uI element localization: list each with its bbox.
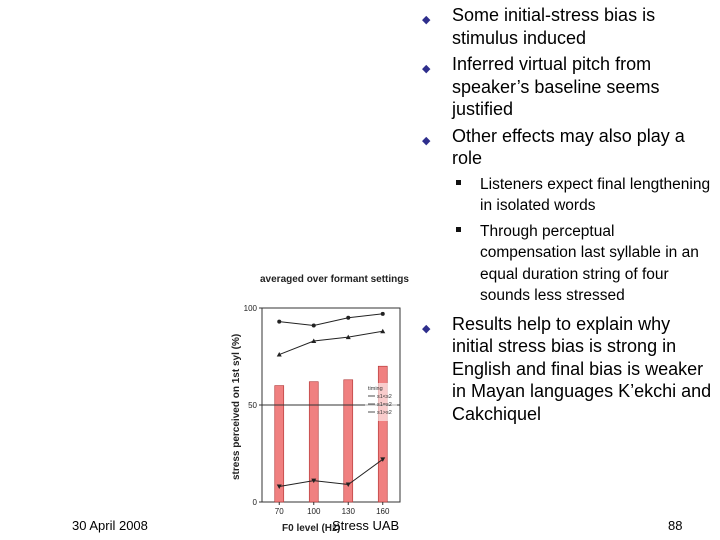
legend-entry: s1>s2 — [377, 410, 392, 416]
legend-entry: s1<s2 — [377, 394, 392, 400]
bullet-item: ◆ Inferred virtual pitch from speaker’s … — [422, 53, 714, 121]
legend-entry: s1=s2 — [377, 402, 392, 408]
plot-area: 0 50 100 70 100 130 160 timing s1<s2 s1=s2 s1>s2 — [244, 304, 401, 516]
diamond-bullet-icon: ◆ — [422, 14, 431, 26]
sub-bullet-item: Through perceptual compensation last syl… — [422, 221, 714, 307]
series-line — [279, 458, 384, 487]
bullet-list: ◆ Some initial-stress bias is stimulus i… — [422, 4, 714, 429]
stress-perception-chart: averaged over formant settings stress pe… — [231, 274, 409, 534]
y-tick-label: 0 — [253, 498, 258, 507]
page-number: 88 — [668, 518, 683, 533]
series-marker-circle — [346, 315, 351, 320]
series-marker-triangle — [311, 338, 317, 343]
bullet-item: ◆ Other effects may also play a role — [422, 125, 714, 170]
series-marker-triangle-down — [311, 478, 317, 484]
square-bullet-icon — [456, 179, 461, 185]
series-line — [279, 313, 383, 326]
square-bullet-icon — [456, 226, 461, 232]
x-tick-label: 130 — [342, 507, 356, 516]
sub-bullet-text: Through perceptual compensation last syl… — [480, 222, 699, 305]
sub-bullet-list: Listeners expect final lengthening in is… — [422, 174, 714, 307]
series-marker-triangle-down — [345, 482, 351, 488]
bar — [308, 381, 319, 503]
bullet-text: Some initial-stress bias is stimulus ind… — [452, 5, 656, 48]
series-marker-triangle — [276, 352, 282, 357]
series-marker-triangle — [380, 328, 386, 334]
series-marker-triangle-down — [276, 484, 282, 489]
footer-date: 30 April 2008 — [72, 518, 148, 533]
diamond-bullet-icon: ◆ — [422, 322, 431, 335]
series-marker-circle — [311, 323, 316, 328]
bullet-item: ◆ Some initial-stress bias is stimulus i… — [422, 4, 714, 49]
sub-bullet-text: Listeners expect final lengthening in is… — [480, 175, 711, 215]
series-marker-circle — [380, 311, 385, 316]
y-tick-label: 100 — [244, 304, 258, 313]
bullet-text: Inferred virtual pitch from speaker’s ba… — [452, 54, 660, 119]
series-marker-circle — [277, 319, 282, 324]
series-marker-triangle-down — [380, 457, 386, 462]
legend-title: timing — [368, 386, 383, 392]
bullet-item: ◆ Results help to explain why initial st… — [422, 313, 714, 426]
footer-title: Stress UAB — [332, 518, 400, 533]
bullet-text: Results help to explain why initial stre… — [452, 313, 712, 424]
x-tick-label: 100 — [307, 507, 321, 516]
chart-title: averaged over formant settings — [260, 274, 409, 285]
series-line — [279, 330, 383, 356]
bullet-text: Other effects may also play a role — [452, 125, 685, 169]
x-axis-label: F0 level (Hz) — [282, 523, 340, 534]
y-axis-label: stress perceived on 1st syl (%) — [231, 334, 242, 480]
x-tick-label: 160 — [376, 507, 390, 516]
legend-box — [365, 383, 397, 421]
x-tick-label: 70 — [275, 507, 284, 516]
diamond-bullet-icon: ◆ — [422, 63, 431, 75]
y-tick-label: 50 — [248, 401, 257, 410]
diamond-bullet-icon: ◆ — [422, 134, 431, 147]
sub-bullet-item: Listeners expect final lengthening in is… — [422, 174, 714, 217]
series-marker-triangle — [345, 334, 351, 340]
